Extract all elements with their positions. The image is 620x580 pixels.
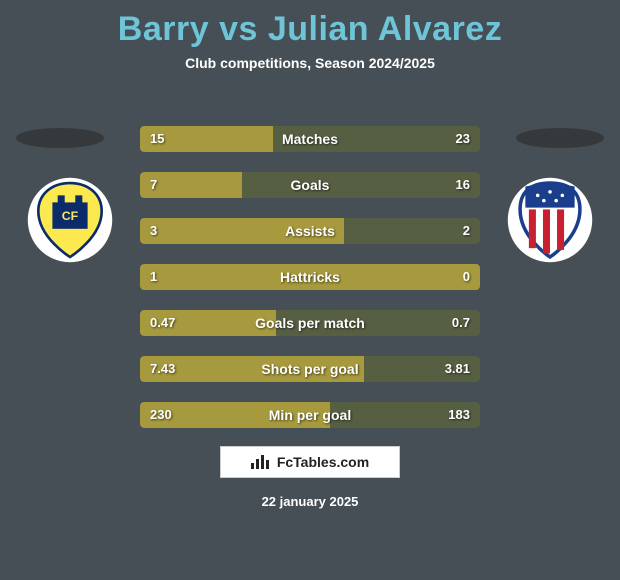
stat-label: Matches [140,126,480,152]
atletico-crest-icon [506,176,594,264]
stat-row: 716Goals [140,172,480,198]
stat-row: 7.433.81Shots per goal [140,356,480,382]
stat-label: Min per goal [140,402,480,428]
stat-label: Assists [140,218,480,244]
footer-date: 22 january 2025 [0,494,620,509]
brand-text: FcTables.com [277,454,369,470]
team-crest-left: CF [26,176,114,264]
svg-text:CF: CF [62,209,79,223]
stat-row: 32Assists [140,218,480,244]
stat-label: Goals [140,172,480,198]
stat-label: Shots per goal [140,356,480,382]
subtitle: Club competitions, Season 2024/2025 [0,55,620,71]
stat-row: 1523Matches [140,126,480,152]
stat-row: 10Hattricks [140,264,480,290]
stat-row: 230183Min per goal [140,402,480,428]
player-shadow-right [516,128,604,148]
stat-bars: 1523Matches 716Goals 32Assists 10Hattricks 0… [140,126,480,448]
stat-row: 0.470.7Goals per match [140,310,480,336]
player-shadow-left [16,128,104,148]
stat-label: Hattricks [140,264,480,290]
stat-label: Goals per match [140,310,480,336]
bar-chart-icon [251,455,271,469]
page-title: Barry vs Julian Alvarez [0,0,620,49]
villarreal-crest-icon: CF [26,176,114,264]
brand-badge: FcTables.com [220,446,400,478]
comparison-card: Barry vs Julian Alvarez Club competition… [0,0,620,580]
team-crest-right [506,176,594,264]
